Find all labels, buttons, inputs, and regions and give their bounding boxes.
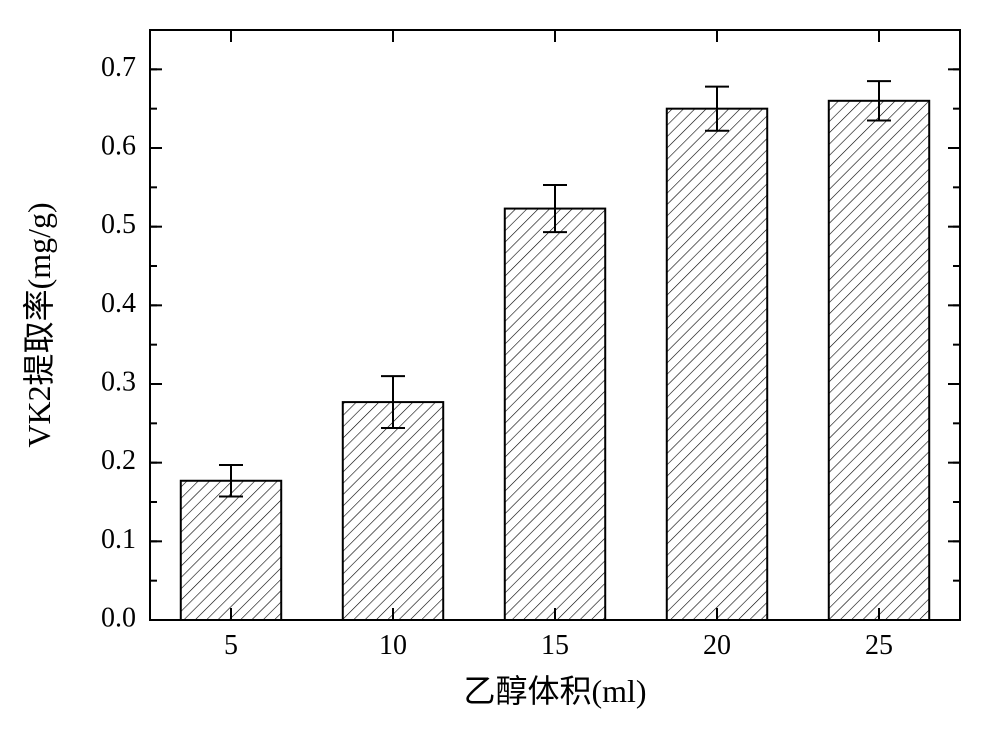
bar-chart: 0.0 0.1 0.2 0.3 0.4 0.5 0.6 0.7 5 10 15 20 25 乙醇体积(ml… bbox=[0, 0, 1000, 751]
bar bbox=[181, 481, 281, 620]
x-tick-label: 5 bbox=[224, 630, 238, 661]
x-tick-label: 20 bbox=[703, 630, 731, 661]
y-axis-label: VK2提取率(mg/g) bbox=[21, 202, 57, 447]
y-tick-label: 0.5 bbox=[101, 209, 136, 240]
bar bbox=[829, 101, 929, 620]
y-tick-label: 0.6 bbox=[101, 130, 136, 161]
bar bbox=[343, 402, 443, 620]
x-tick-label: 25 bbox=[865, 630, 893, 661]
x-tick-label: 10 bbox=[379, 630, 407, 661]
bar bbox=[667, 109, 767, 620]
y-tick-label: 0.4 bbox=[101, 288, 136, 319]
y-tick-label: 0.2 bbox=[101, 445, 136, 476]
y-tick-label: 0.3 bbox=[101, 366, 136, 397]
y-tick-label: 0.7 bbox=[101, 52, 136, 83]
x-tick-label: 15 bbox=[541, 630, 569, 661]
x-axis-label: 乙醇体积(ml) bbox=[463, 673, 646, 709]
chart-svg: 0.0 0.1 0.2 0.3 0.4 0.5 0.6 0.7 5 10 15 20 25 乙醇体积(ml… bbox=[0, 0, 1000, 751]
y-tick-label: 0.0 bbox=[101, 602, 136, 633]
y-tick-label: 0.1 bbox=[101, 524, 136, 555]
bar bbox=[505, 209, 605, 620]
